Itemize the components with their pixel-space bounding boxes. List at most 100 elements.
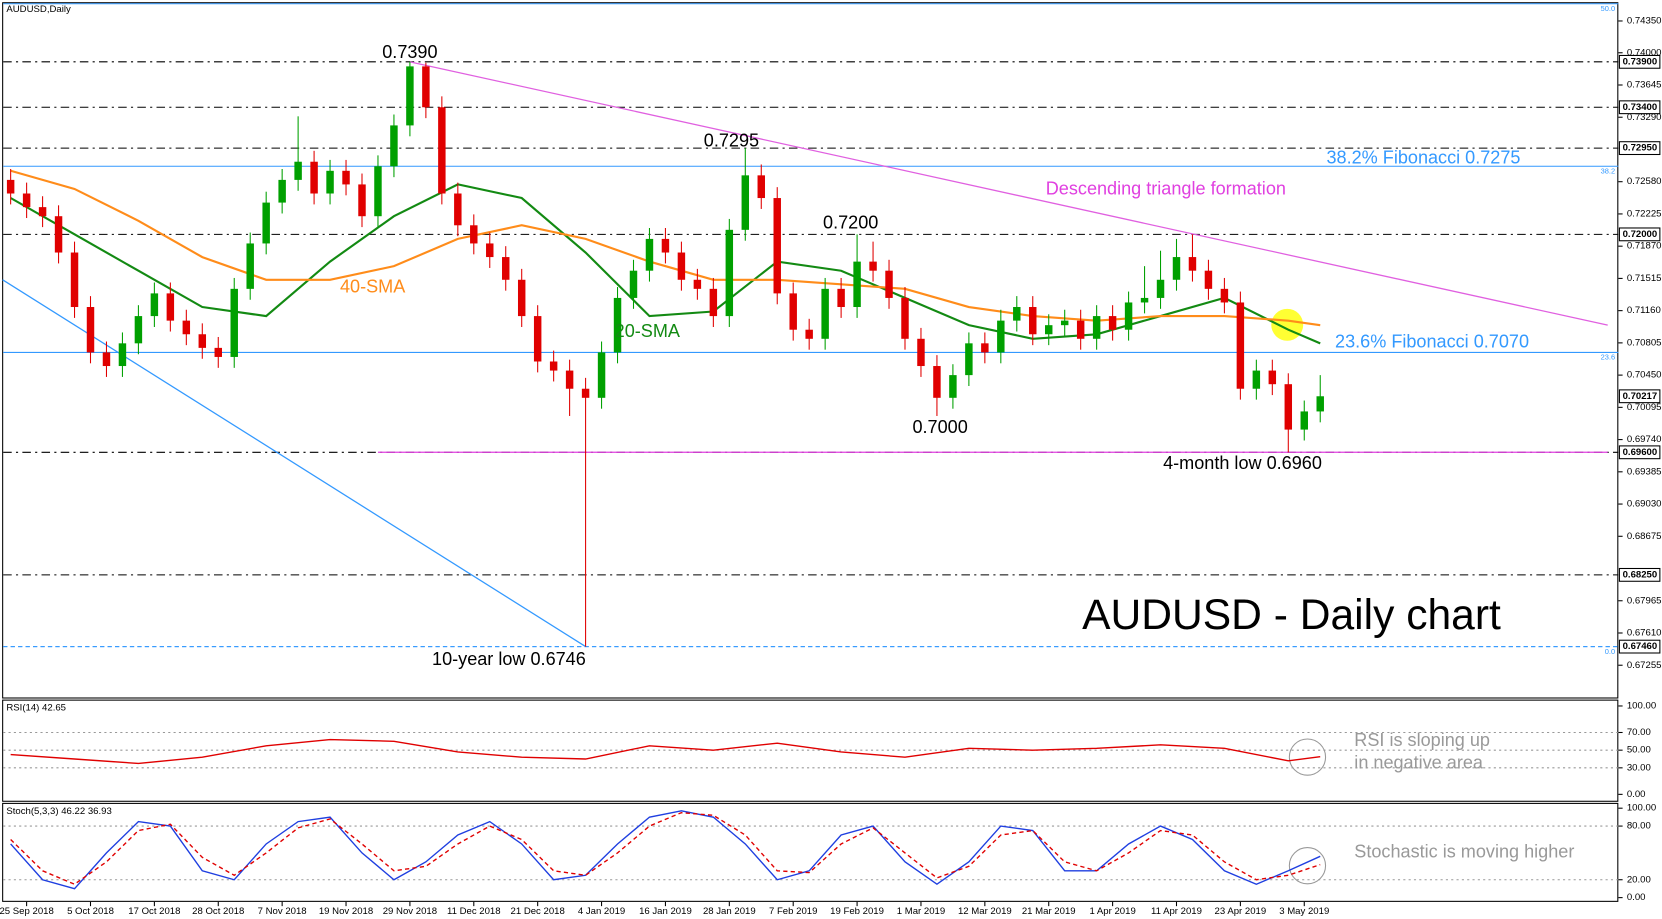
y-tick-label: 0.67255 [1627, 660, 1662, 671]
candle-body [118, 343, 127, 367]
candle-body [901, 297, 909, 339]
annotation: AUDUSD - Daily chart [1082, 591, 1501, 639]
price-tag [1618, 100, 1661, 115]
candle-body [134, 316, 143, 344]
candle-body [885, 270, 893, 298]
candle-body [310, 161, 318, 194]
candle-body [757, 175, 765, 199]
candle-body [438, 107, 446, 194]
y-tick-label: 0.72580 [1627, 176, 1662, 187]
stoch-circle [1288, 847, 1327, 885]
candle-body [38, 207, 47, 217]
line-series [10, 738, 1321, 765]
price-tag [1618, 567, 1661, 582]
candle-body [1172, 257, 1181, 280]
annotation: 0.7390 [382, 42, 437, 62]
stoch-title: Stoch(5,3,3) 46.22 36.93 [6, 806, 111, 817]
annotation: Descending triangle formation [1046, 178, 1286, 198]
x-tick-label: 21 Mar 2019 [1022, 906, 1076, 917]
candle-body [1204, 270, 1213, 289]
candle-body [517, 279, 526, 317]
price-tag [1618, 389, 1661, 404]
candle-body [789, 293, 797, 330]
y-tick-label: 0.70450 [1627, 370, 1662, 381]
candle-body [741, 175, 750, 230]
chart-title: AUDUSD,Daily [6, 4, 71, 15]
candle-body [454, 193, 462, 226]
candle-body [1076, 320, 1085, 339]
candle-body [1140, 297, 1149, 303]
x-tick-label: 1 Mar 2019 [897, 906, 945, 917]
price-tag-label: 0.73900 [1623, 56, 1658, 67]
y-tick-label: 0.74000 [1627, 47, 1662, 58]
price-tag-label: 0.72950 [1623, 143, 1658, 154]
candle-body [6, 179, 15, 194]
annotation: 0.7200 [823, 212, 878, 232]
candle-body [645, 238, 654, 271]
candle-body [1108, 316, 1117, 330]
y-tick-label: 0.68675 [1627, 531, 1662, 542]
fibonacci-label: 50.0 [1601, 4, 1615, 13]
candle-body [214, 347, 222, 357]
candle-body [869, 261, 877, 271]
candle-body [150, 293, 159, 317]
x-tick-label: 28 Oct 2018 [192, 906, 244, 917]
candle-body [86, 307, 95, 353]
candle-body [965, 343, 973, 376]
candle-body [917, 338, 925, 367]
y-tick-label: 70.00 [1627, 727, 1651, 738]
candle-body [198, 334, 207, 348]
candle-body [1316, 396, 1324, 412]
candle-body [22, 193, 31, 208]
price-tag [1618, 141, 1661, 156]
candle-body [278, 179, 286, 203]
x-tick-label: 19 Feb 2019 [830, 906, 884, 917]
candle-body [294, 161, 302, 180]
annotation: 10-year low 0.6746 [432, 649, 586, 669]
candle-body [246, 243, 254, 289]
price-tag-label: 0.73400 [1623, 102, 1658, 113]
candle-body [1236, 302, 1245, 389]
price-tag [1618, 54, 1661, 69]
fibonacci-label: 23.6 [1601, 353, 1615, 362]
x-tick-label: 11 Apr 2019 [1151, 906, 1202, 917]
x-tick-label: 3 May 2019 [1279, 906, 1329, 917]
x-tick-label: 25 Sep 2018 [0, 906, 54, 917]
candle-body [1284, 384, 1293, 430]
candle-body [102, 352, 111, 367]
candle-body [1220, 288, 1229, 303]
candle-body [54, 216, 63, 253]
y-tick-label: 80.00 [1627, 821, 1651, 832]
x-tick-label: 23 Apr 2019 [1215, 906, 1267, 917]
candle-body [933, 366, 941, 398]
candle-body [422, 66, 430, 108]
y-tick-label: 0.71160 [1627, 305, 1661, 316]
candle-body [166, 293, 175, 321]
x-tick-label: 29 Nov 2018 [383, 906, 437, 917]
x-tick-label: 17 Oct 2018 [128, 906, 180, 917]
x-tick-label: 4 Jan 2019 [578, 906, 625, 917]
y-tick-label: 0.74350 [1627, 16, 1662, 27]
candle-body [629, 270, 638, 298]
candle-body [230, 288, 238, 357]
y-tick-label: 0.00 [1627, 789, 1646, 800]
x-tick-label: 21 Dec 2018 [511, 906, 565, 917]
y-tick-label: 30.00 [1627, 762, 1651, 773]
y-tick-label: 0.00 [1627, 892, 1646, 903]
candle-body [773, 198, 781, 294]
rsi-title: RSI(14) 42.65 [6, 703, 66, 714]
price-tag-label: 0.67460 [1623, 641, 1658, 652]
annotation: 38.2% Fibonacci 0.7275 [1327, 148, 1521, 168]
y-tick-label: 50.00 [1627, 745, 1651, 756]
annotation: Stochastic is moving higher [1354, 842, 1574, 862]
y-tick-label: 0.71515 [1627, 273, 1662, 284]
y-tick-label: 100.00 [1627, 803, 1656, 814]
candle-body [709, 288, 718, 317]
candle-body [821, 288, 829, 339]
x-tick-label: 19 Nov 2018 [319, 906, 373, 917]
candle-body [1300, 411, 1308, 430]
candle-body [406, 66, 414, 126]
candle-body [486, 243, 494, 258]
y-tick-label: 0.70805 [1627, 337, 1662, 348]
